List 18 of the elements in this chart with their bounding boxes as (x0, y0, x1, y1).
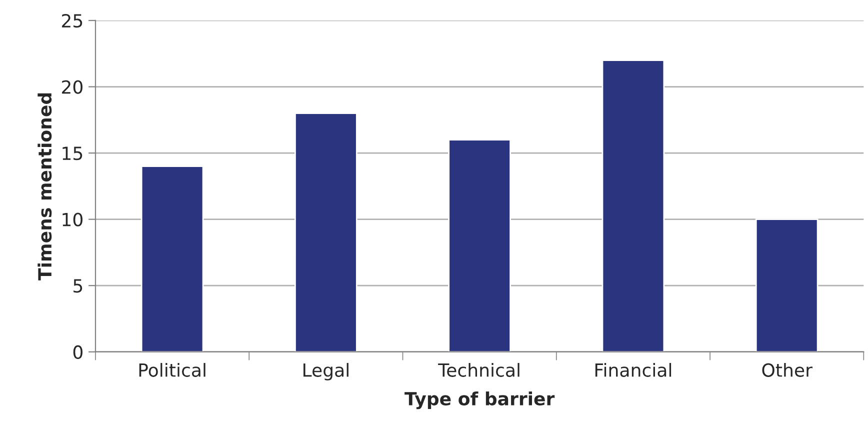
y-tick-label: 25 (62, 14, 82, 28)
bar (755, 218, 818, 352)
x-tick-label: Technical (438, 362, 520, 377)
y-tick-label: 15 (62, 146, 82, 160)
y-tick-label: 5 (74, 279, 82, 293)
y-tick-label: 10 (62, 212, 82, 226)
x-tick-label: Political (139, 362, 206, 377)
x-tick-label: Financial (595, 362, 672, 377)
x-axis-title: Type of barrier (404, 392, 555, 410)
x-tick-label: Legal (304, 362, 348, 380)
y-tick-label: 0 (73, 345, 82, 359)
bar (448, 139, 511, 352)
bar (602, 60, 665, 352)
bar (294, 112, 358, 352)
y-tick-label: 20 (62, 80, 82, 94)
y-axis-title: Timens mentioned (38, 93, 52, 280)
bar (140, 166, 204, 352)
x-tick-label: Other (762, 362, 812, 377)
